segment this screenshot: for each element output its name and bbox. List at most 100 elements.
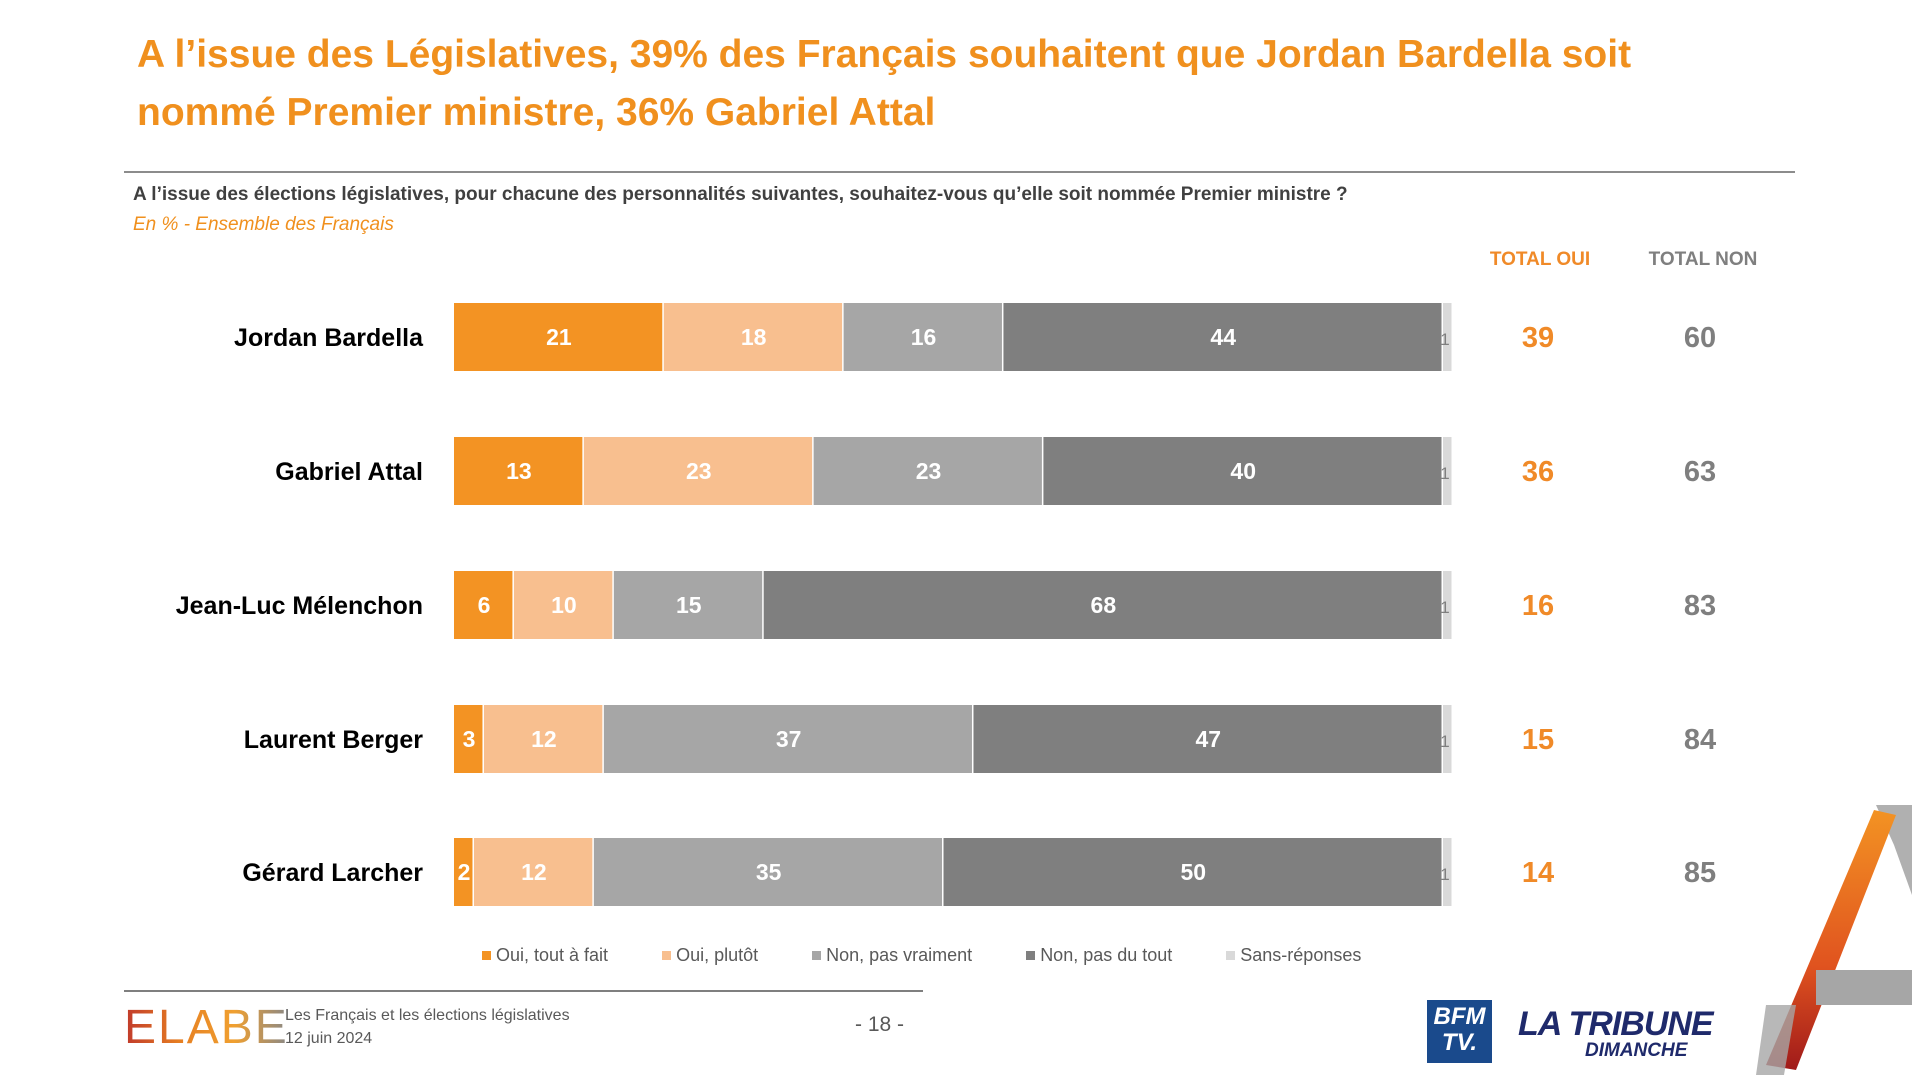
data-label: 18 (741, 324, 767, 350)
question-text: A l’issue des élections législatives, po… (133, 184, 1348, 205)
bar-segment (454, 838, 473, 906)
bar-segment (1043, 437, 1442, 505)
category-label: Gabriel Attal (275, 458, 423, 486)
legend-item: Non, pas du tout (1026, 945, 1172, 966)
data-label: 21 (546, 324, 572, 350)
footer-text: Les Français et les élections législativ… (285, 1004, 570, 1050)
total-oui-value: 16 (1522, 590, 1554, 622)
legend-label: Oui, tout à fait (496, 945, 609, 965)
bar-segment (1443, 437, 1452, 505)
data-label: 1 (1440, 330, 1449, 349)
data-label: 6 (478, 592, 491, 618)
total-non-value: 85 (1684, 857, 1716, 889)
page-number: - 18 - (855, 1013, 905, 1036)
total-oui-header: TOTAL OUI (1489, 249, 1591, 270)
legend-swatch (482, 951, 491, 960)
decorative-a-shape (1756, 805, 1912, 1075)
data-label: 12 (531, 726, 557, 752)
total-non-header: TOTAL NON (1648, 249, 1758, 270)
data-label: 23 (916, 458, 942, 484)
category-label: Jordan Bardella (234, 324, 424, 352)
study-name: Les Français et les élections législativ… (285, 1007, 570, 1024)
data-label: 50 (1180, 859, 1206, 885)
data-label: 2 (458, 859, 471, 885)
data-label: 40 (1230, 458, 1256, 484)
data-label: 13 (506, 458, 532, 484)
bar-segment (843, 303, 1002, 371)
data-label: 1 (1440, 464, 1449, 483)
title-line-1: A l’issue des Législatives, 39% des Fran… (137, 33, 1632, 76)
total-non-value: 60 (1684, 322, 1716, 354)
legend-label: Sans-réponses (1240, 945, 1362, 965)
footer-divider (124, 990, 923, 992)
legend-swatch (1226, 951, 1236, 960)
legend-item: Sans-réponses (1226, 945, 1361, 966)
bar-segment (513, 571, 613, 639)
bfmtv-logo: BFM TV. (1427, 1000, 1492, 1063)
bar-segment (1443, 303, 1452, 371)
legend-label: Non, pas du tout (1040, 945, 1173, 965)
bar-segment (593, 838, 943, 906)
legend-swatch (1026, 951, 1036, 960)
legend: Oui, tout à fait Oui, plutôt Non, pas vrai… (482, 945, 1415, 966)
bar-segment (663, 303, 843, 371)
bar-segment (613, 571, 763, 639)
subtitle: En % - Ensemble des Français (133, 214, 394, 235)
data-label: 47 (1195, 726, 1221, 752)
category-label: Gérard Larcher (242, 859, 423, 887)
bar-segment (454, 303, 663, 371)
legend-item: Oui, plutôt (662, 945, 758, 966)
bar-segment (813, 437, 1042, 505)
legend-item: Non, pas vraiment (812, 945, 972, 966)
data-label: 15 (676, 592, 702, 618)
total-non-value: 63 (1684, 456, 1716, 488)
bar-segment (454, 437, 583, 505)
page-title: A l’issue des Législatives, 39% des Fran… (137, 26, 1817, 142)
la-tribune-sub: DIMANCHE (1585, 1040, 1688, 1061)
data-label: 1 (1440, 598, 1449, 617)
category-label: Jean-Luc Mélenchon (176, 592, 423, 620)
bar-segment (583, 437, 813, 505)
total-non-value: 83 (1684, 590, 1716, 622)
bar-segment (454, 571, 513, 639)
elabe-logo: ELABE (124, 1001, 289, 1054)
total-oui-value: 36 (1522, 456, 1554, 488)
data-label: 37 (776, 726, 802, 752)
data-label: 23 (686, 458, 712, 484)
data-label: 1 (1440, 865, 1449, 884)
bar-segment (603, 705, 972, 773)
data-label: 12 (521, 859, 547, 885)
total-oui-value: 14 (1522, 857, 1554, 889)
legend-label: Oui, plutôt (676, 945, 759, 965)
legend-swatch (812, 951, 822, 960)
study-date: 12 juin 2024 (285, 1030, 373, 1047)
legend-label: Non, pas vraiment (826, 945, 973, 965)
data-label: 3 (463, 726, 476, 752)
category-label: Laurent Berger (244, 726, 423, 754)
bar-segment (454, 705, 483, 773)
total-oui-value: 15 (1522, 724, 1554, 756)
legend-item: Oui, tout à fait (482, 945, 608, 966)
data-label: 16 (911, 324, 937, 350)
bar-segment (763, 571, 1442, 639)
data-label: 1 (1440, 732, 1449, 751)
legend-swatch (662, 951, 672, 960)
bar-segment (473, 838, 593, 906)
title-line-2: nommé Premier ministre, 36% Gabriel Atta… (137, 91, 936, 134)
bar-segment (1003, 303, 1442, 371)
bar-segment (1443, 705, 1452, 773)
data-label: 10 (551, 592, 577, 618)
data-label: 35 (756, 859, 782, 885)
bar-segment (1443, 838, 1452, 906)
bar-segment (943, 838, 1442, 906)
bar-segment (483, 705, 603, 773)
title-divider (124, 171, 1795, 173)
la-tribune-logo: LA TRIBUNE (1518, 1005, 1714, 1043)
data-label: 44 (1210, 324, 1236, 350)
total-non-value: 84 (1684, 724, 1716, 756)
total-oui-value: 39 (1522, 322, 1554, 354)
bar-segment (973, 705, 1442, 773)
data-label: 68 (1091, 592, 1117, 618)
bar-segment (1443, 571, 1452, 639)
